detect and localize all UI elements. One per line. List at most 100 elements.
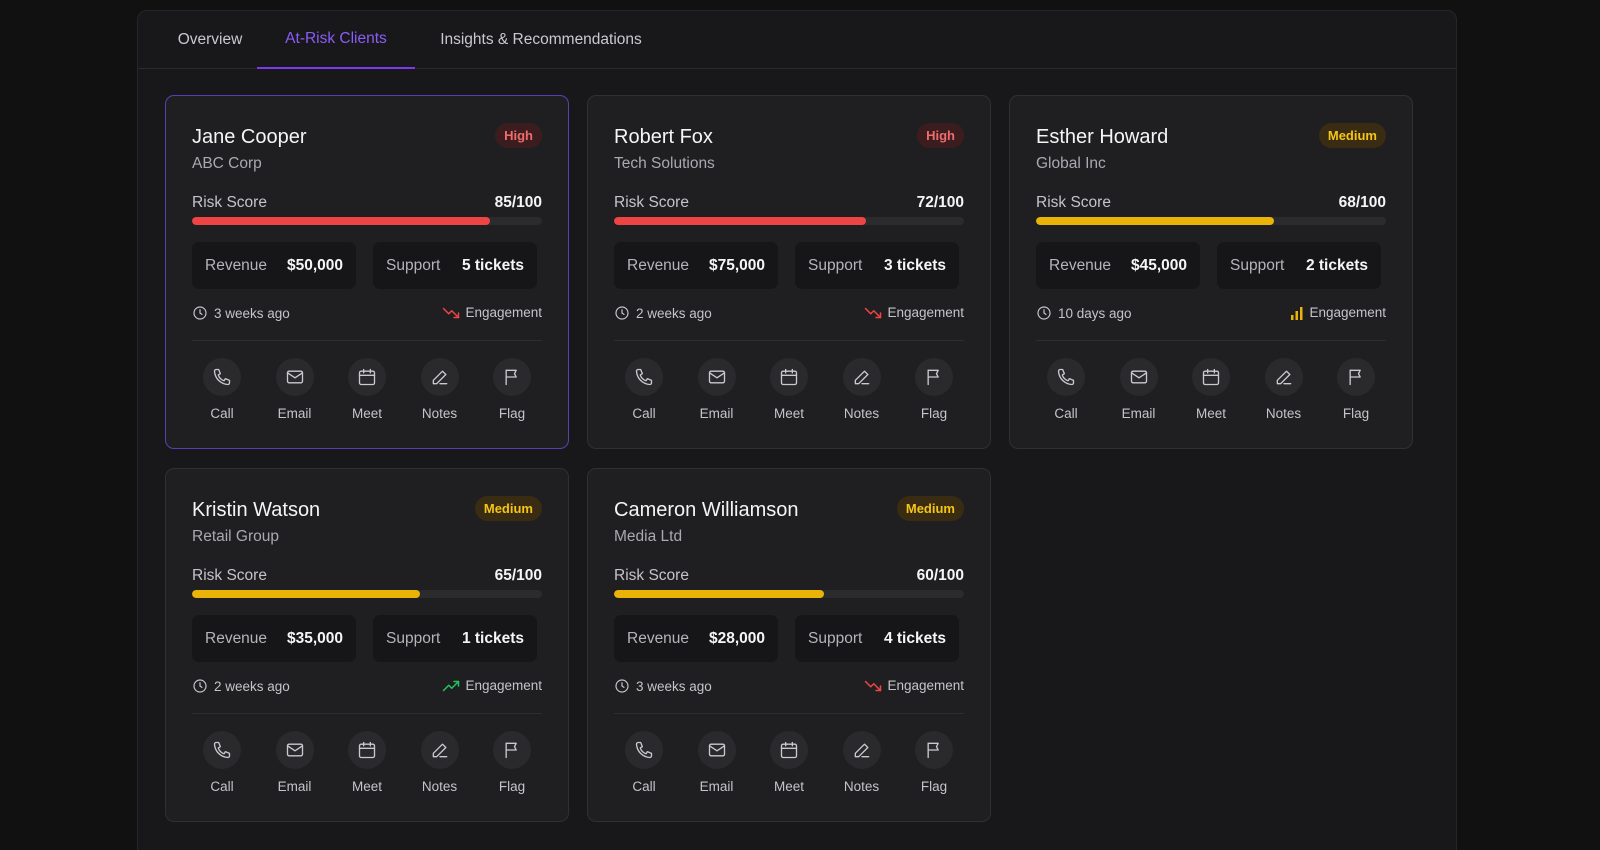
revenue-stat: Revenue $35,000 — [192, 615, 356, 662]
last-contact: 10 days ago — [1036, 305, 1132, 321]
client-card[interactable]: Jane Cooper ABC Corp High Risk Score 85/… — [165, 95, 569, 449]
email-button[interactable]: Email — [1103, 358, 1175, 421]
risk-score-bar — [192, 217, 542, 225]
risk-score-bar-fill — [192, 217, 490, 225]
email-button[interactable]: Email — [681, 358, 753, 421]
risk-score-label: Risk Score — [192, 567, 267, 584]
client-name: Jane Cooper — [192, 126, 307, 148]
client-card[interactable]: Cameron Williamson Media Ltd Medium Risk… — [587, 468, 991, 822]
email-button[interactable]: Email — [681, 731, 753, 794]
email-button[interactable]: Email — [259, 358, 331, 421]
flag-button[interactable]: Flag — [476, 731, 548, 794]
client-card[interactable]: Kristin Watson Retail Group Medium Risk … — [165, 468, 569, 822]
support-stat: Support 5 tickets — [373, 242, 537, 289]
divider — [192, 713, 542, 714]
revenue-label: Revenue — [627, 256, 690, 274]
mail-icon — [275, 358, 314, 396]
call-button[interactable]: Call — [186, 358, 258, 421]
notes-button[interactable]: Notes — [404, 731, 476, 794]
risk-score-label: Risk Score — [192, 194, 267, 211]
meet-button[interactable]: Meet — [1175, 358, 1247, 421]
action-row: Call Email Meet Notes Flag — [1028, 358, 1394, 421]
revenue-value: $50,000 — [286, 256, 343, 274]
engagement-indicator: Engagement — [442, 678, 542, 693]
tab-bar: Overview At-Risk Clients Insights & Reco… — [138, 11, 1456, 69]
notes-button[interactable]: Notes — [826, 358, 898, 421]
flag-icon — [493, 358, 531, 396]
support-stat: Support 3 tickets — [795, 242, 959, 289]
risk-score-bar — [614, 217, 964, 225]
action-label: Notes — [843, 406, 880, 421]
action-row: Call Email Meet Notes Flag — [606, 731, 972, 794]
client-name: Kristin Watson — [192, 499, 321, 521]
last-contact-text: 3 weeks ago — [636, 678, 712, 694]
flag-button[interactable]: Flag — [898, 731, 970, 794]
phone-icon — [625, 731, 663, 769]
support-value: 4 tickets — [883, 629, 946, 647]
risk-score-bar — [1036, 217, 1386, 225]
pencil-icon — [842, 358, 881, 396]
flag-icon — [915, 358, 953, 396]
call-button[interactable]: Call — [608, 358, 680, 421]
action-label: Notes — [843, 779, 880, 794]
tab-insights-recommendations[interactable]: Insights & Recommendations — [440, 31, 642, 48]
support-label: Support — [1230, 256, 1285, 274]
revenue-stat: Revenue $45,000 — [1036, 242, 1200, 289]
risk-score-value: 68/100 — [1338, 194, 1386, 211]
call-button[interactable]: Call — [1030, 358, 1102, 421]
risk-level-badge: Medium — [896, 496, 964, 521]
email-button[interactable]: Email — [259, 731, 331, 794]
revenue-stat: Revenue $28,000 — [614, 615, 778, 662]
action-label: Call — [210, 779, 234, 794]
action-label: Meet — [773, 406, 804, 421]
risk-level-badge: Medium — [1318, 123, 1386, 148]
risk-level-badge: Medium — [474, 496, 542, 521]
flag-button[interactable]: Flag — [898, 358, 970, 421]
revenue-stat: Revenue $50,000 — [192, 242, 356, 289]
risk-score-value: 72/100 — [916, 194, 964, 211]
engagement-label: Engagement — [1309, 305, 1386, 320]
action-label: Email — [699, 406, 734, 421]
clock-icon — [614, 678, 630, 694]
last-contact: 3 weeks ago — [614, 678, 712, 694]
call-button[interactable]: Call — [608, 731, 680, 794]
support-label: Support — [808, 629, 863, 647]
flag-button[interactable]: Flag — [476, 358, 548, 421]
last-contact-text: 3 weeks ago — [214, 305, 290, 321]
client-card[interactable]: Robert Fox Tech Solutions High Risk Scor… — [587, 95, 991, 449]
mail-icon — [697, 731, 736, 769]
flag-icon — [493, 731, 531, 769]
notes-button[interactable]: Notes — [1248, 358, 1320, 421]
action-label: Meet — [773, 779, 804, 794]
meet-button[interactable]: Meet — [331, 358, 403, 421]
client-card[interactable]: Esther Howard Global Inc Medium Risk Sco… — [1009, 95, 1413, 449]
notes-button[interactable]: Notes — [404, 358, 476, 421]
flag-button[interactable]: Flag — [1320, 358, 1392, 421]
meet-button[interactable]: Meet — [331, 731, 403, 794]
mail-icon — [1119, 358, 1158, 396]
revenue-stat: Revenue $75,000 — [614, 242, 778, 289]
divider — [192, 340, 542, 341]
risk-score-value: 85/100 — [494, 194, 542, 211]
revenue-value: $35,000 — [286, 629, 343, 647]
action-label: Email — [1121, 406, 1156, 421]
risk-score-bar-fill — [614, 590, 824, 598]
support-value: 3 tickets — [883, 256, 946, 274]
last-contact-text: 2 weeks ago — [636, 305, 712, 321]
risk-score-value: 65/100 — [494, 567, 542, 584]
risk-score-bar-fill — [192, 590, 420, 598]
action-label: Call — [632, 779, 656, 794]
engagement-indicator: Engagement — [864, 305, 964, 320]
notes-button[interactable]: Notes — [826, 731, 898, 794]
revenue-label: Revenue — [627, 629, 690, 647]
tab-at-risk-clients[interactable]: At-Risk Clients — [257, 10, 415, 69]
revenue-label: Revenue — [205, 629, 268, 647]
risk-score-label: Risk Score — [614, 194, 689, 211]
call-button[interactable]: Call — [186, 731, 258, 794]
tab-overview[interactable]: Overview — [177, 31, 243, 48]
risk-level-badge: High — [917, 123, 964, 148]
meet-button[interactable]: Meet — [753, 358, 825, 421]
clock-icon — [192, 678, 208, 694]
meet-button[interactable]: Meet — [753, 731, 825, 794]
action-label: Email — [277, 406, 312, 421]
